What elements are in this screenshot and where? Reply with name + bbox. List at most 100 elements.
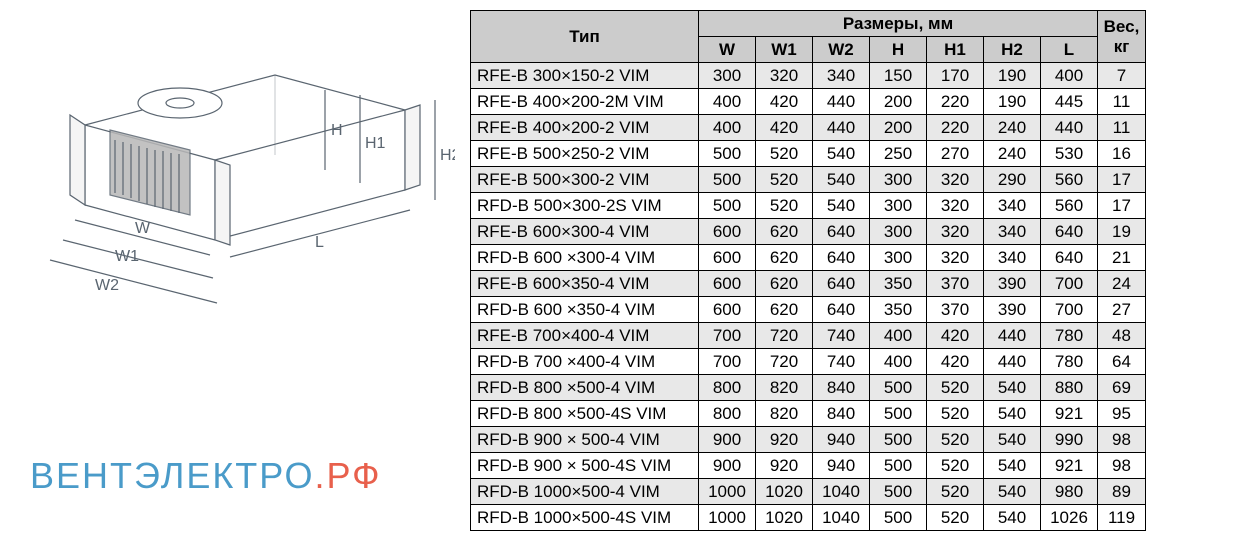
cell-dim: 980	[1041, 479, 1098, 505]
cell-dim: 520	[927, 479, 984, 505]
dim-label-w2: W2	[95, 277, 119, 294]
cell-weight: 16	[1098, 141, 1146, 167]
cell-dim: 520	[756, 167, 813, 193]
cell-type: RFD-B 900 × 500-4S VIM	[471, 453, 699, 479]
cell-weight: 48	[1098, 323, 1146, 349]
table-row: RFE-B 300×150-2 VIM300320340150170190400…	[471, 63, 1146, 89]
cell-weight: 119	[1098, 505, 1146, 531]
table-row: RFE-B 400×200-2 VIM400420440200220240440…	[471, 115, 1146, 141]
cell-dim: 340	[984, 193, 1041, 219]
cell-type: RFD-B 900 × 500-4 VIM	[471, 427, 699, 453]
cell-dim: 320	[927, 193, 984, 219]
cell-dim: 700	[699, 349, 756, 375]
cell-type: RFE-B 700×400-4 VIM	[471, 323, 699, 349]
cell-dim: 540	[984, 505, 1041, 531]
table-row: RFD-B 700 ×400-4 VIM70072074040042044078…	[471, 349, 1146, 375]
cell-type: RFE-B 600×300-4 VIM	[471, 219, 699, 245]
cell-dim: 700	[699, 323, 756, 349]
cell-weight: 21	[1098, 245, 1146, 271]
cell-dim: 240	[984, 141, 1041, 167]
th-dims-group: Размеры, мм	[699, 11, 1098, 37]
cell-dim: 840	[813, 401, 870, 427]
cell-dim: 560	[1041, 167, 1098, 193]
cell-dim: 420	[927, 323, 984, 349]
cell-dim: 220	[927, 115, 984, 141]
cell-dim: 520	[756, 141, 813, 167]
table-row: RFD-B 600 ×300-4 VIM60062064030032034064…	[471, 245, 1146, 271]
dimensions-table: Тип Размеры, мм Вес, кг WW1W2HH1H2L RFE-…	[470, 10, 1146, 531]
cell-dim: 840	[813, 375, 870, 401]
dim-label-w1: W1	[115, 248, 139, 265]
cell-dim: 880	[1041, 375, 1098, 401]
cell-dim: 1020	[756, 479, 813, 505]
cell-dim: 500	[699, 167, 756, 193]
table-row: RFD-B 900 × 500-4 VIM9009209405005205409…	[471, 427, 1146, 453]
th-dim-h2: H2	[984, 37, 1041, 63]
cell-dim: 300	[870, 245, 927, 271]
table-row: RFD-B 800 ×500-4 VIM80082084050052054088…	[471, 375, 1146, 401]
cell-dim: 620	[756, 219, 813, 245]
cell-dim: 700	[1041, 271, 1098, 297]
cell-dim: 220	[927, 89, 984, 115]
cell-dim: 300	[699, 63, 756, 89]
cell-dim: 300	[870, 193, 927, 219]
dim-label-h1: H1	[365, 135, 386, 152]
cell-type: RFE-B 300×150-2 VIM	[471, 63, 699, 89]
table-row: RFE-B 700×400-4 VIM700720740400420440780…	[471, 323, 1146, 349]
cell-type: RFE-B 400×200-2M VIM	[471, 89, 699, 115]
table-row: RFE-B 500×300-2 VIM500520540300320290560…	[471, 167, 1146, 193]
cell-dim: 780	[1041, 323, 1098, 349]
cell-weight: 95	[1098, 401, 1146, 427]
cell-dim: 560	[1041, 193, 1098, 219]
cell-dim: 740	[813, 323, 870, 349]
cell-dim: 920	[756, 453, 813, 479]
th-dim-h1: H1	[927, 37, 984, 63]
cell-dim: 250	[870, 141, 927, 167]
cell-dim: 370	[927, 271, 984, 297]
cell-dim: 700	[1041, 297, 1098, 323]
cell-dim: 600	[699, 219, 756, 245]
cell-type: RFD-B 800 ×500-4 VIM	[471, 375, 699, 401]
cell-dim: 320	[756, 63, 813, 89]
cell-dim: 170	[927, 63, 984, 89]
cell-dim: 400	[699, 115, 756, 141]
th-dim-h: H	[870, 37, 927, 63]
cell-weight: 19	[1098, 219, 1146, 245]
cell-dim: 520	[927, 427, 984, 453]
cell-dim: 940	[813, 453, 870, 479]
cell-dim: 620	[756, 271, 813, 297]
table-row: RFD-B 800 ×500-4S VIM8008208405005205409…	[471, 401, 1146, 427]
cell-dim: 500	[870, 479, 927, 505]
table-row: RFE-B 500×250-2 VIM500520540250270240530…	[471, 141, 1146, 167]
cell-weight: 11	[1098, 89, 1146, 115]
cell-weight: 7	[1098, 63, 1146, 89]
cell-dim: 445	[1041, 89, 1098, 115]
cell-dim: 320	[927, 167, 984, 193]
cell-dim: 520	[927, 453, 984, 479]
cell-type: RFD-B 800 ×500-4S VIM	[471, 401, 699, 427]
cell-dim: 340	[984, 245, 1041, 271]
cell-type: RFD-B 600 ×350-4 VIM	[471, 297, 699, 323]
cell-dim: 400	[870, 349, 927, 375]
cell-dim: 1000	[699, 505, 756, 531]
cell-dim: 340	[984, 219, 1041, 245]
th-dim-w: W	[699, 37, 756, 63]
cell-weight: 17	[1098, 167, 1146, 193]
cell-dim: 740	[813, 349, 870, 375]
th-type: Тип	[471, 11, 699, 63]
cell-dim: 500	[870, 505, 927, 531]
cell-dim: 530	[1041, 141, 1098, 167]
cell-dim: 540	[984, 401, 1041, 427]
cell-weight: 98	[1098, 453, 1146, 479]
th-dim-w1: W1	[756, 37, 813, 63]
cell-dim: 820	[756, 375, 813, 401]
watermark-suffix: .РФ	[315, 455, 382, 496]
cell-dim: 1020	[756, 505, 813, 531]
cell-dim: 640	[813, 271, 870, 297]
cell-type: RFE-B 500×300-2 VIM	[471, 167, 699, 193]
cell-weight: 98	[1098, 427, 1146, 453]
cell-dim: 640	[813, 245, 870, 271]
cell-weight: 17	[1098, 193, 1146, 219]
cell-dim: 420	[756, 115, 813, 141]
dim-label-h: H	[331, 122, 343, 139]
